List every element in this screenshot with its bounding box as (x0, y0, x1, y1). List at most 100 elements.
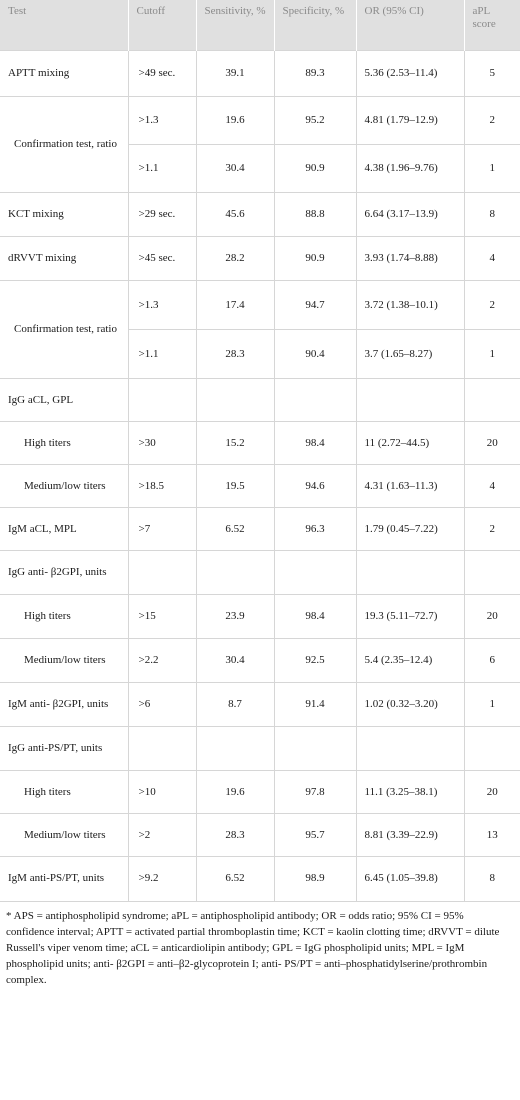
cell-apl-score: 4 (464, 464, 520, 508)
cell-or: 6.45 (1.05–39.8) (356, 856, 465, 901)
cell-sensitivity: 23.9 (196, 594, 275, 639)
cell-or: 4.31 (1.63–11.3) (356, 464, 465, 508)
cell-cutoff (128, 550, 197, 595)
cell-test: IgG aCL, GPL (0, 378, 129, 422)
cell-sensitivity: 17.4 (196, 280, 275, 330)
table-row: Confirmation test, ratio >1.3 19.6 95.2 … (0, 96, 520, 193)
cell-apl-score (464, 378, 520, 422)
cell-test: IgM anti- β2GPI, units (0, 682, 129, 727)
cell-or (356, 378, 465, 422)
cell-specificity: 98.4 (274, 594, 357, 639)
cell-cutoff: >2 (128, 813, 197, 857)
cell-specificity: 95.7 (274, 813, 357, 857)
table-row: IgG anti-PS/PT, units (0, 726, 520, 771)
cell-specificity (274, 378, 357, 422)
cell-sensitivity: 19.5 (196, 464, 275, 508)
cell-sensitivity: 45.6 (196, 192, 275, 237)
table-row: dRVVT mixing >45 sec. 28.2 90.9 3.93 (1.… (0, 236, 520, 281)
cell-cutoff: >29 sec. (128, 192, 197, 237)
cell-sensitivity (196, 726, 275, 771)
table-row: Medium/low titers >18.5 19.5 94.6 4.31 (… (0, 464, 520, 508)
table-row: Confirmation test, ratio >1.3 17.4 94.7 … (0, 280, 520, 379)
cell-apl-score: 4 (464, 236, 520, 281)
cell-cutoff (128, 378, 197, 422)
table-row: IgM anti-PS/PT, units >9.2 6.52 98.9 6.4… (0, 856, 520, 901)
cell-sensitivity: 6.52 (196, 507, 275, 551)
cell-or: 3.7 (1.65–8.27) (356, 329, 465, 379)
cell-specificity: 90.9 (274, 144, 357, 193)
cell-specificity: 90.4 (274, 329, 357, 379)
cell-test: High titers (0, 770, 129, 814)
cell-or: 3.72 (1.38–10.1) (356, 280, 465, 330)
cell-apl-score: 20 (464, 594, 520, 639)
table-row: IgM anti- β2GPI, units >6 8.7 91.4 1.02 … (0, 682, 520, 727)
header-cutoff: Cutoff (128, 0, 197, 51)
table-row: >1.1 28.3 90.4 3.7 (1.65–8.27) 1 (0, 329, 520, 379)
cell-or: 11 (2.72–44.5) (356, 421, 465, 465)
cell-test: IgG anti-PS/PT, units (0, 726, 129, 771)
cell-specificity: 94.6 (274, 464, 357, 508)
cell-sensitivity: 39.1 (196, 50, 275, 97)
cell-or: 4.38 (1.96–9.76) (356, 144, 465, 193)
header-specificity: Specificity, % (274, 0, 357, 51)
cell-cutoff: >18.5 (128, 464, 197, 508)
cell-sensitivity: 30.4 (196, 144, 275, 193)
table-row: >1.1 30.4 90.9 4.38 (1.96–9.76) 1 (0, 144, 520, 193)
cell-or: 5.4 (2.35–12.4) (356, 638, 465, 683)
cell-specificity: 92.5 (274, 638, 357, 683)
cell-specificity (274, 550, 357, 595)
cell-specificity (274, 726, 357, 771)
cell-cutoff: >30 (128, 421, 197, 465)
cell-cutoff: >9.2 (128, 856, 197, 901)
cell-or: 4.81 (1.79–12.9) (356, 96, 465, 145)
cell-specificity: 95.2 (274, 96, 357, 145)
cell-cutoff: >6 (128, 682, 197, 727)
cell-apl-score (464, 726, 520, 771)
cell-apl-score: 2 (464, 507, 520, 551)
cell-sensitivity: 19.6 (196, 96, 275, 145)
cell-or: 8.81 (3.39–22.9) (356, 813, 465, 857)
cell-cutoff: >10 (128, 770, 197, 814)
cell-cutoff: >15 (128, 594, 197, 639)
cell-apl-score: 20 (464, 770, 520, 814)
cell-sensitivity: 28.2 (196, 236, 275, 281)
cell-apl-score: 1 (464, 329, 520, 379)
cell-apl-score: 20 (464, 421, 520, 465)
cell-cutoff: >1.1 (128, 144, 197, 193)
cell-apl-score: 5 (464, 50, 520, 97)
cell-sensitivity: 6.52 (196, 856, 275, 901)
table-row: High titers >10 19.6 97.8 11.1 (3.25–38.… (0, 770, 520, 814)
table-row: High titers >30 15.2 98.4 11 (2.72–44.5)… (0, 421, 520, 465)
table-row: Medium/low titers >2 28.3 95.7 8.81 (3.3… (0, 813, 520, 857)
cell-test: Confirmation test, ratio (0, 96, 129, 193)
cell-or: 1.02 (0.32–3.20) (356, 682, 465, 727)
table-footnote: * APS = antiphospholipid syndrome; aPL =… (0, 900, 520, 988)
cell-test: High titers (0, 421, 129, 465)
cell-apl-score: 1 (464, 144, 520, 193)
cell-cutoff: >1.3 (128, 280, 197, 330)
cell-or: 19.3 (5.11–72.7) (356, 594, 465, 639)
table-row: IgG aCL, GPL (0, 378, 520, 422)
cell-specificity: 94.7 (274, 280, 357, 330)
cell-specificity: 97.8 (274, 770, 357, 814)
cell-cutoff: >2.2 (128, 638, 197, 683)
cell-specificity: 88.8 (274, 192, 357, 237)
cell-or: 5.36 (2.53–11.4) (356, 50, 465, 97)
cell-apl-score: 8 (464, 192, 520, 237)
cell-or: 11.1 (3.25–38.1) (356, 770, 465, 814)
header-sensitivity: Sensitivity, % (196, 0, 275, 51)
cell-sensitivity: 19.6 (196, 770, 275, 814)
header-test: Test (0, 0, 129, 51)
cell-test: High titers (0, 594, 129, 639)
cell-or: 1.79 (0.45–7.22) (356, 507, 465, 551)
cell-test: Confirmation test, ratio (0, 280, 129, 379)
cell-cutoff (128, 726, 197, 771)
cell-test: dRVVT mixing (0, 236, 129, 281)
cell-specificity: 90.9 (274, 236, 357, 281)
cell-specificity: 98.9 (274, 856, 357, 901)
cell-test: Medium/low titers (0, 464, 129, 508)
cell-test: IgG anti- β2GPI, units (0, 550, 129, 595)
cell-apl-score: 6 (464, 638, 520, 683)
cell-sensitivity: 15.2 (196, 421, 275, 465)
cell-cutoff: >45 sec. (128, 236, 197, 281)
